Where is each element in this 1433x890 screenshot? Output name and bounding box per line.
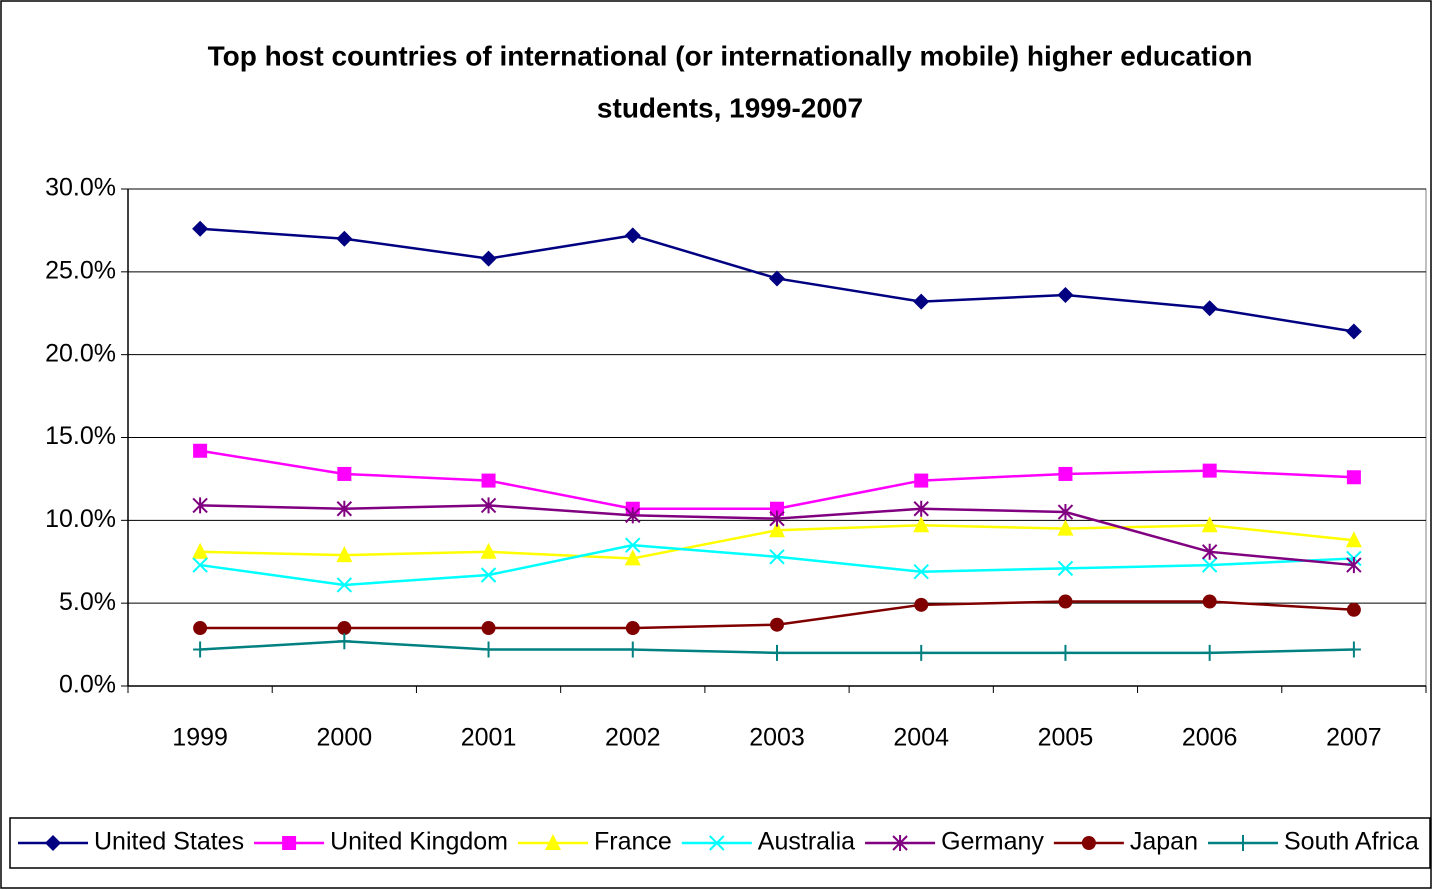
marker (769, 549, 785, 565)
marker (625, 537, 641, 553)
marker (1058, 594, 1073, 609)
marker (193, 443, 208, 458)
marker (336, 500, 353, 517)
marker (1346, 641, 1361, 658)
marker (1058, 466, 1073, 481)
marker (192, 542, 209, 559)
x-tick-label: 2003 (749, 724, 805, 752)
marker (914, 473, 929, 488)
y-tick-label: 15.0% (45, 422, 116, 450)
marker (282, 836, 297, 850)
y-tick-label: 30.0% (45, 174, 116, 202)
marker (481, 641, 496, 658)
marker (913, 293, 930, 310)
marker (193, 621, 208, 636)
marker (336, 577, 353, 593)
marker (336, 230, 353, 247)
marker (770, 644, 784, 661)
marker (480, 497, 497, 514)
legend-label: Germany (941, 828, 1044, 856)
marker (1346, 470, 1361, 485)
legend-label: United Kingdom (330, 828, 508, 856)
marker (913, 516, 930, 533)
marker (480, 542, 497, 559)
marker (625, 507, 641, 524)
x-tick-label: 2001 (461, 724, 517, 752)
marker (1202, 644, 1217, 661)
marker (1345, 323, 1362, 340)
marker (1081, 836, 1096, 850)
marker (192, 220, 209, 237)
marker (544, 834, 561, 850)
marker (1202, 463, 1217, 478)
marker (1057, 287, 1074, 304)
marker (892, 835, 908, 851)
marker (1201, 543, 1218, 560)
marker (625, 621, 640, 636)
x-tick-label: 2002 (605, 724, 661, 752)
marker (337, 466, 352, 481)
marker (769, 521, 785, 538)
marker (1057, 504, 1074, 521)
marker (709, 835, 725, 851)
marker (1201, 516, 1218, 533)
x-tick-label: 2007 (1326, 724, 1382, 752)
marker (337, 633, 352, 650)
legend-label: United States (94, 828, 244, 856)
marker (769, 510, 785, 527)
marker (481, 473, 496, 488)
marker (480, 567, 497, 583)
chart-title: Top host countries of international (or … (208, 40, 1253, 71)
marker (770, 617, 784, 632)
marker (624, 227, 641, 244)
y-tick-label: 20.0% (45, 339, 116, 367)
marker (45, 835, 61, 851)
y-tick-label: 25.0% (45, 256, 116, 284)
marker (1346, 557, 1362, 574)
legend-label: Japan (1130, 828, 1198, 856)
x-tick-label: 2000 (317, 724, 373, 752)
legend-frame (9, 817, 1431, 869)
marker (1058, 644, 1073, 661)
marker (481, 621, 496, 636)
marker (914, 644, 929, 661)
y-tick-label: 0.0% (59, 671, 116, 699)
marker (1057, 560, 1074, 577)
y-tick-label: 10.0% (45, 505, 116, 533)
marker (193, 641, 208, 658)
marker (913, 500, 929, 517)
chart-title: students, 1999-2007 (597, 92, 863, 123)
marker (625, 641, 640, 658)
marker (624, 549, 641, 566)
marker (1202, 594, 1217, 609)
legend-label: Australia (758, 828, 855, 856)
marker (1346, 602, 1361, 617)
marker (1201, 300, 1218, 317)
marker (192, 557, 208, 573)
x-tick-label: 2004 (893, 724, 949, 752)
marker (192, 497, 208, 514)
legend-label: South Africa (1284, 828, 1419, 856)
marker (480, 250, 497, 267)
marker (770, 501, 784, 516)
marker (914, 597, 929, 612)
marker (1057, 519, 1074, 536)
marker (337, 621, 352, 636)
legend-label: France (594, 828, 672, 856)
y-tick-label: 5.0% (59, 588, 116, 616)
marker (1236, 835, 1250, 851)
marker (1345, 531, 1362, 548)
marker (336, 546, 353, 563)
x-tick-label: 2006 (1182, 724, 1238, 752)
marker (769, 270, 785, 287)
marker (913, 563, 929, 580)
marker (1201, 557, 1218, 573)
x-tick-label: 1999 (172, 724, 228, 752)
x-tick-label: 2005 (1038, 724, 1094, 752)
